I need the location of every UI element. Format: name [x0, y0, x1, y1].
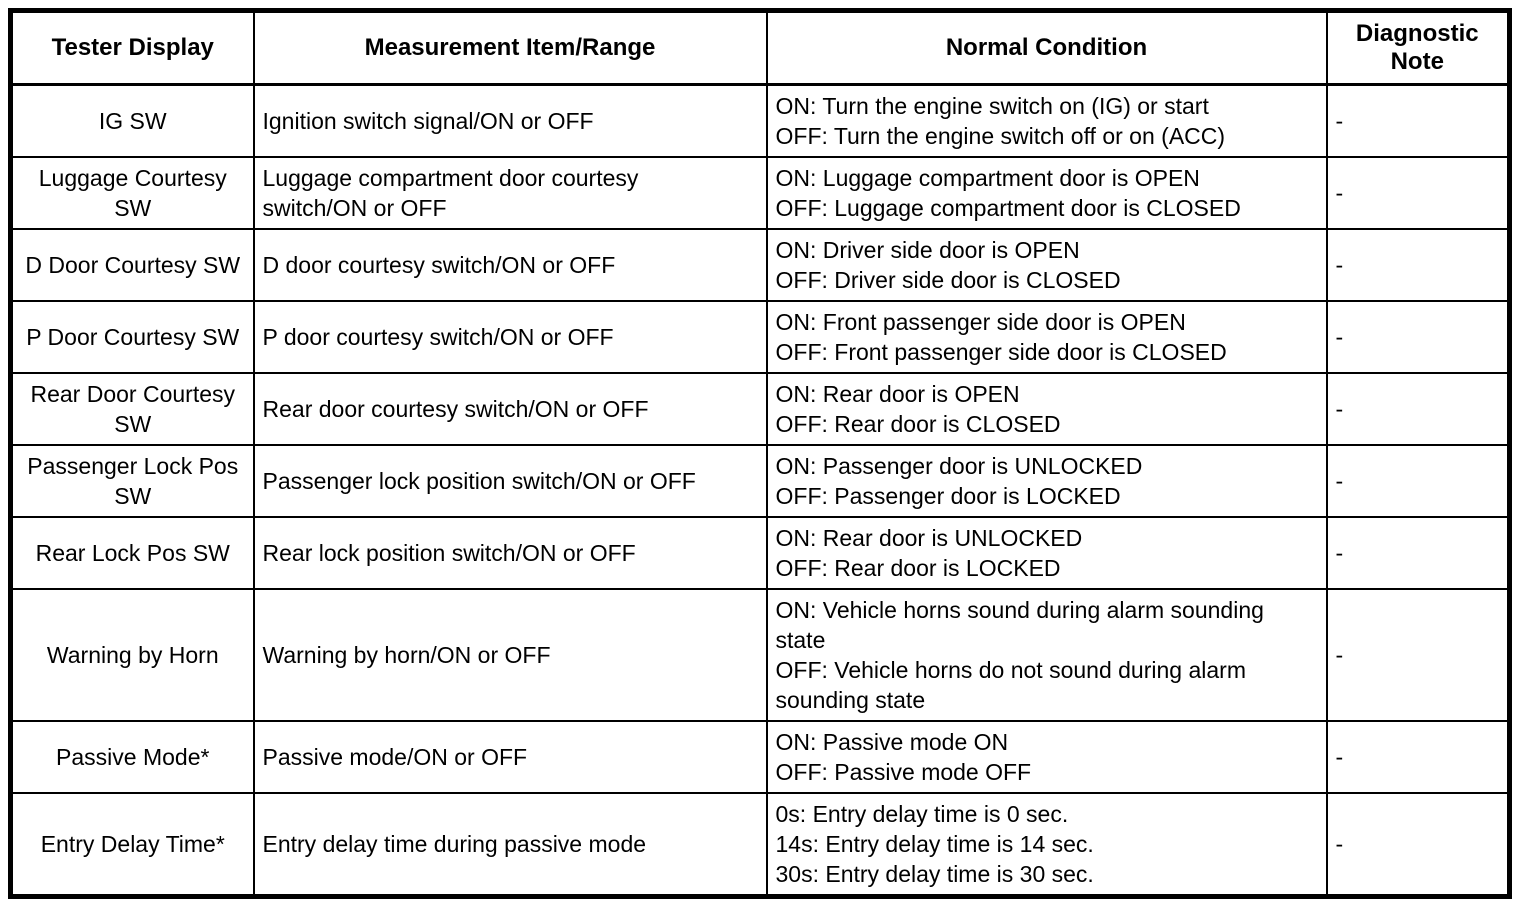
table-body: IG SW Ignition switch signal/ON or OFF O…	[9, 83, 1511, 898]
column-header-diagnostic-note: Diagnostic Note	[1325, 9, 1511, 86]
measurement-item-cell: D door courtesy switch/ON or OFF	[252, 228, 768, 302]
tester-display-cell: IG SW	[9, 83, 255, 158]
data-list-table: Tester Display Measurement Item/Range No…	[8, 8, 1512, 899]
normal-condition-cell: ON: Rear door is OPEN OFF: Rear door is …	[765, 372, 1328, 446]
diagnostic-note-cell: -	[1325, 588, 1511, 722]
diagnostic-note-cell: -	[1325, 300, 1511, 374]
column-header-normal-condition: Normal Condition	[765, 9, 1328, 86]
measurement-item-cell: Ignition switch signal/ON or OFF	[252, 83, 768, 158]
column-header-tester-display: Tester Display	[9, 9, 255, 86]
diagnostic-note-cell: -	[1325, 156, 1511, 230]
measurement-item-cell: Rear door courtesy switch/ON or OFF	[252, 372, 768, 446]
tester-display-cell: P Door Courtesy SW	[9, 300, 255, 374]
tester-display-cell: Passive Mode*	[9, 720, 255, 794]
normal-condition-cell: ON: Passenger door is UNLOCKED OFF: Pass…	[765, 444, 1328, 518]
diagnostic-note-cell: -	[1325, 228, 1511, 302]
measurement-item-cell: Warning by horn/ON or OFF	[252, 588, 768, 722]
tester-display-cell: Luggage Courtesy SW	[9, 156, 255, 230]
normal-condition-cell: ON: Luggage compartment door is OPEN OFF…	[765, 156, 1328, 230]
tester-display-cell: Entry Delay Time*	[9, 792, 255, 898]
tester-display-cell: Rear Door Courtesy SW	[9, 372, 255, 446]
table-row: Passive Mode* Passive mode/ON or OFF ON:…	[9, 720, 1511, 794]
normal-condition-cell: ON: Front passenger side door is OPEN OF…	[765, 300, 1328, 374]
diagnostic-note-cell: -	[1325, 372, 1511, 446]
measurement-item-cell: P door courtesy switch/ON or OFF	[252, 300, 768, 374]
table-row: Entry Delay Time* Entry delay time durin…	[9, 792, 1511, 898]
table-row: D Door Courtesy SW D door courtesy switc…	[9, 228, 1511, 302]
table-row: IG SW Ignition switch signal/ON or OFF O…	[9, 83, 1511, 158]
table-row: P Door Courtesy SW P door courtesy switc…	[9, 300, 1511, 374]
measurement-item-cell: Passenger lock position switch/ON or OFF	[252, 444, 768, 518]
diagnostic-note-cell: -	[1325, 792, 1511, 898]
table-row: Passenger Lock Pos SW Passenger lock pos…	[9, 444, 1511, 518]
normal-condition-cell: ON: Turn the engine switch on (IG) or st…	[765, 83, 1328, 158]
normal-condition-cell: ON: Driver side door is OPEN OFF: Driver…	[765, 228, 1328, 302]
normal-condition-cell: 0s: Entry delay time is 0 sec. 14s: Entr…	[765, 792, 1328, 898]
measurement-item-cell: Passive mode/ON or OFF	[252, 720, 768, 794]
measurement-item-cell: Entry delay time during passive mode	[252, 792, 768, 898]
column-header-measurement-item-range: Measurement Item/Range	[252, 9, 768, 86]
table-row: Rear Door Courtesy SW Rear door courtesy…	[9, 372, 1511, 446]
header-row: Tester Display Measurement Item/Range No…	[9, 9, 1511, 86]
diagnostic-note-cell: -	[1325, 83, 1511, 158]
normal-condition-cell: ON: Passive mode ON OFF: Passive mode OF…	[765, 720, 1328, 794]
table-row: Rear Lock Pos SW Rear lock position swit…	[9, 516, 1511, 590]
tester-display-cell: Rear Lock Pos SW	[9, 516, 255, 590]
normal-condition-cell: ON: Rear door is UNLOCKED OFF: Rear door…	[765, 516, 1328, 590]
tester-display-cell: Passenger Lock Pos SW	[9, 444, 255, 518]
measurement-item-cell: Rear lock position switch/ON or OFF	[252, 516, 768, 590]
diagnostic-note-cell: -	[1325, 720, 1511, 794]
diagnostic-note-cell: -	[1325, 444, 1511, 518]
diagnostic-note-cell: -	[1325, 516, 1511, 590]
table-row: Luggage Courtesy SW Luggage compartment …	[9, 156, 1511, 230]
table-row: Warning by Horn Warning by horn/ON or OF…	[9, 588, 1511, 722]
tester-display-cell: Warning by Horn	[9, 588, 255, 722]
table-header: Tester Display Measurement Item/Range No…	[9, 9, 1511, 86]
measurement-item-cell: Luggage compartment door courtesy switch…	[252, 156, 768, 230]
tester-display-cell: D Door Courtesy SW	[9, 228, 255, 302]
normal-condition-cell: ON: Vehicle horns sound during alarm sou…	[765, 588, 1328, 722]
